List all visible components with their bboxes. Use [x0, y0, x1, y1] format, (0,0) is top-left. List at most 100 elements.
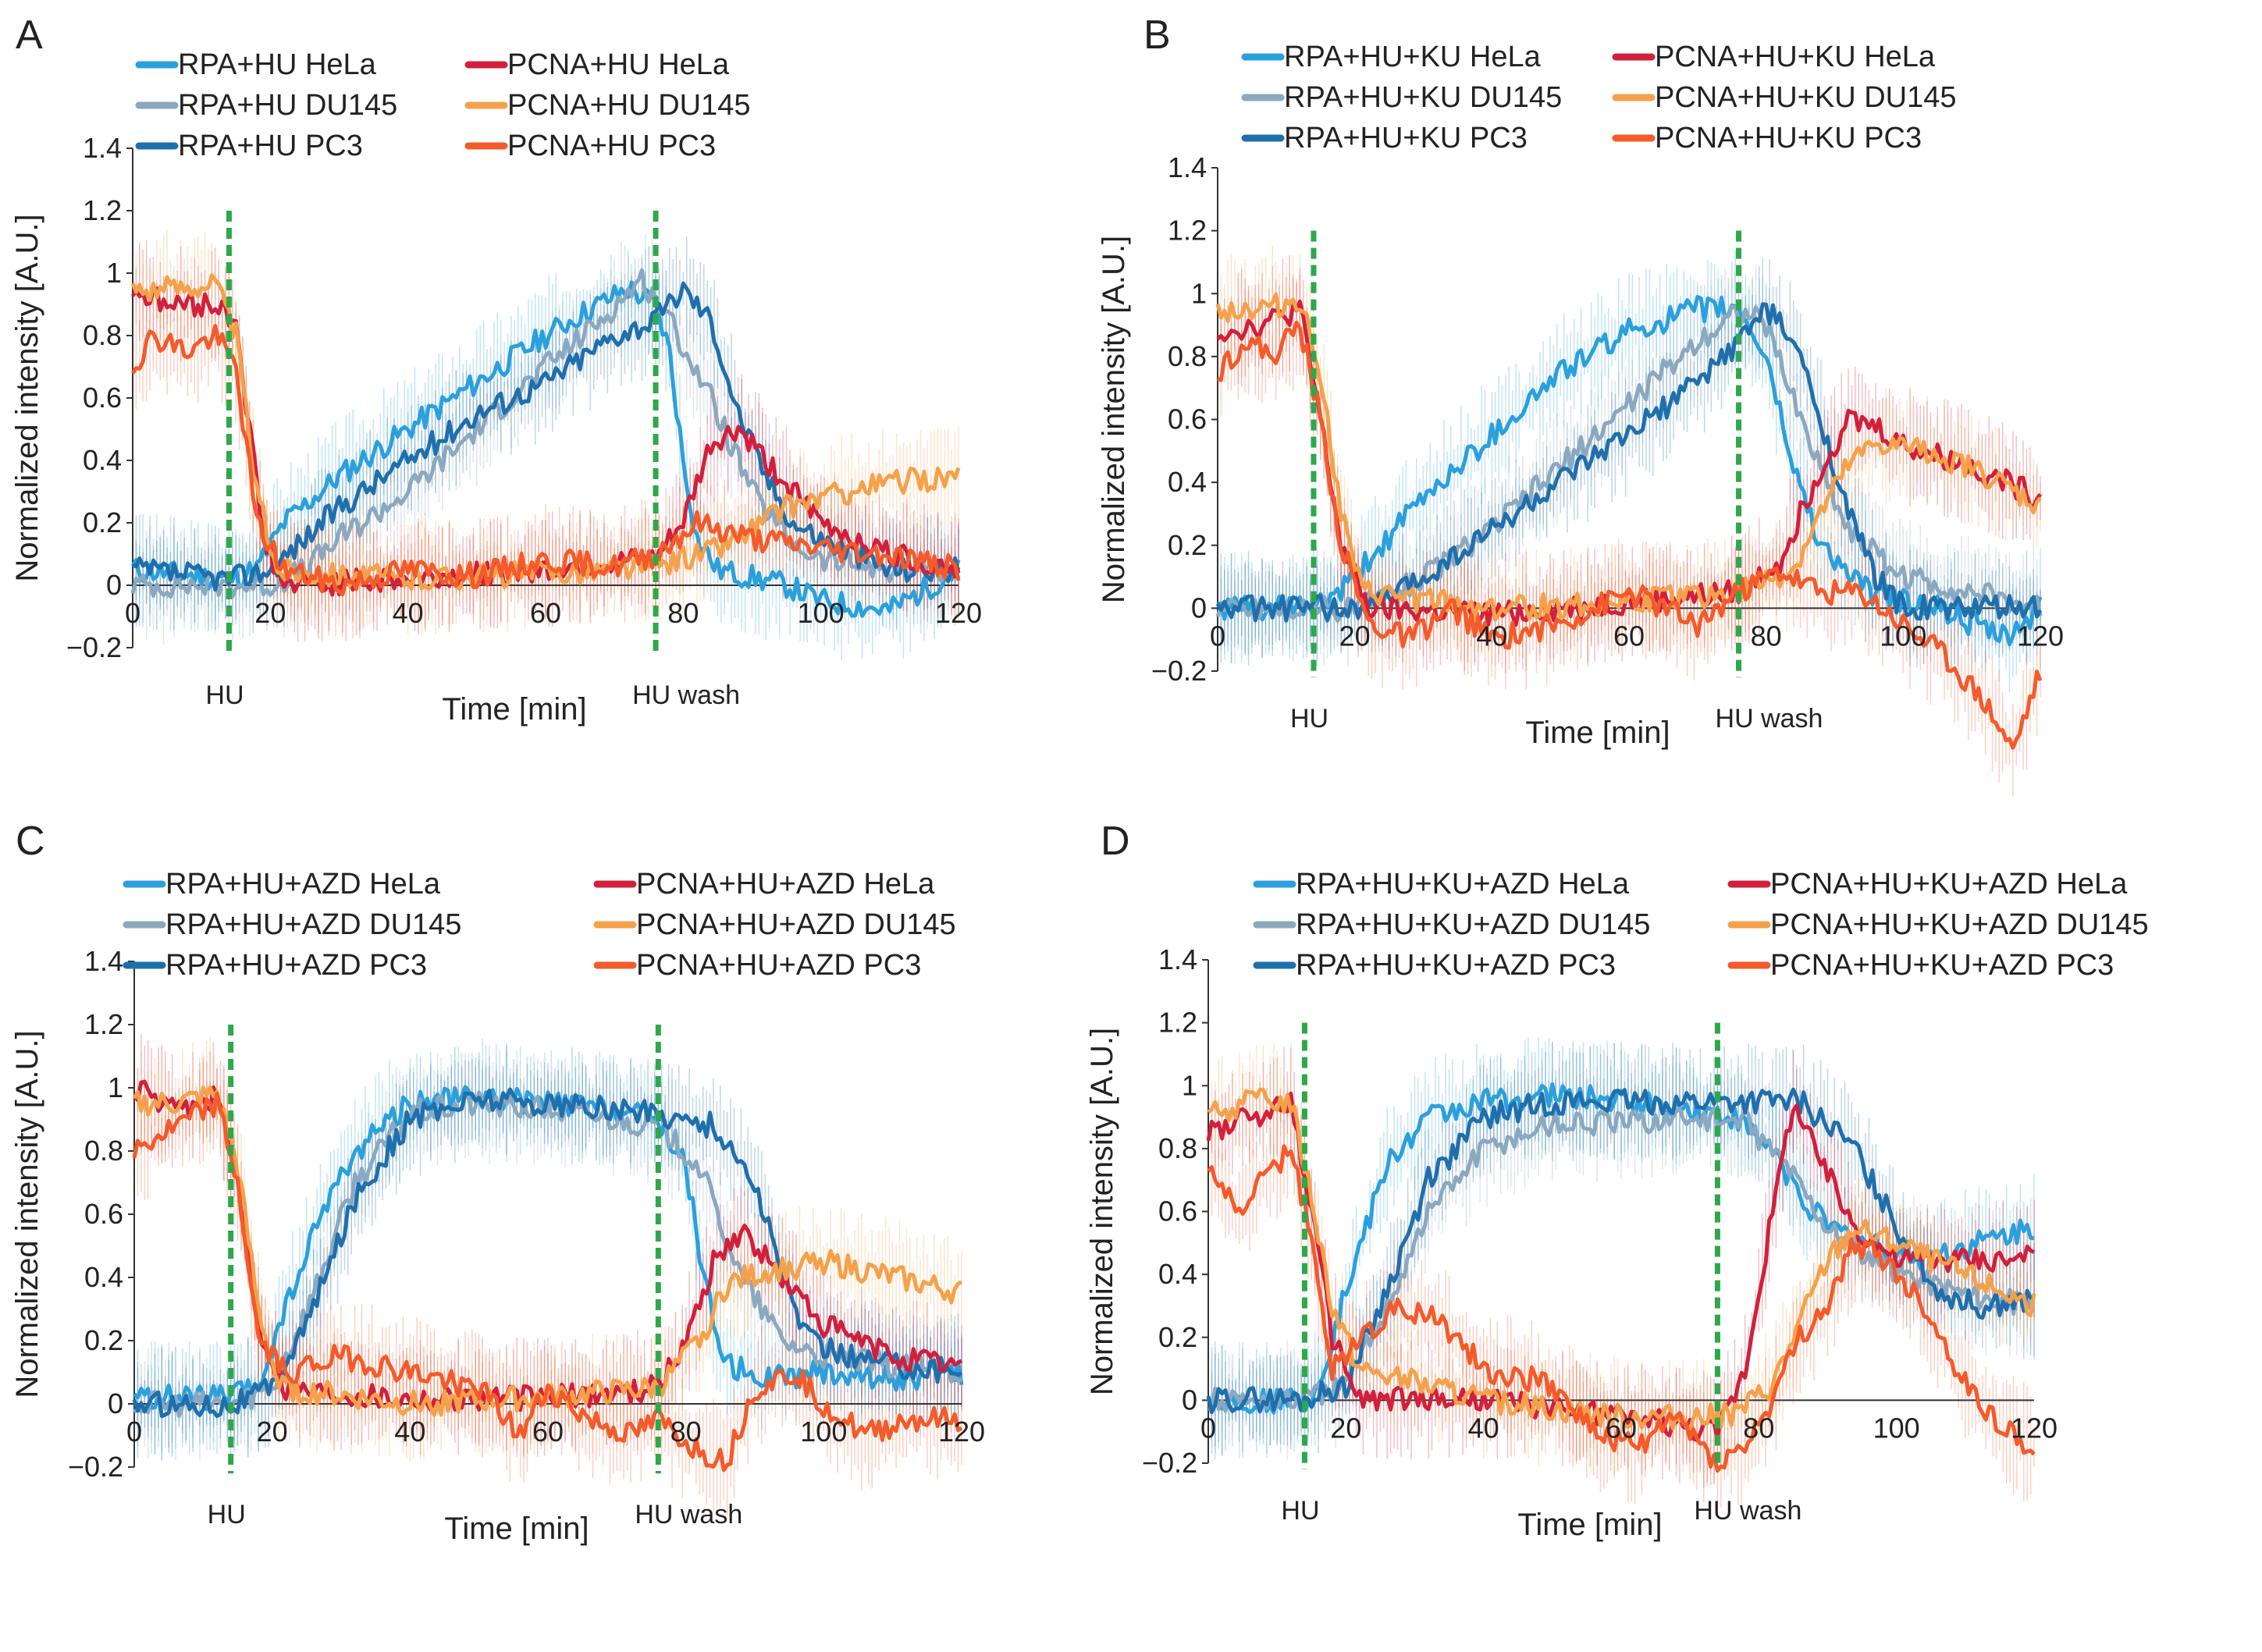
y-tick-label: −0.2	[1142, 1447, 1197, 1479]
y-tick-label: 1	[106, 257, 122, 289]
panel-letter: C	[16, 819, 45, 864]
y-tick-label: 0.8	[1158, 1132, 1197, 1164]
y-tick-label: 1	[1191, 277, 1207, 309]
legend-entry: RPA+HU+AZD DU145	[165, 908, 461, 941]
x-tick-label: 60	[1613, 620, 1645, 652]
y-tick-label: 0	[1182, 1384, 1197, 1416]
y-tick-label: 0	[108, 1387, 123, 1419]
y-axis-label: Normalized intensity [A.U.]	[10, 1030, 44, 1398]
legend-entry: RPA+HU DU145	[178, 89, 397, 122]
y-axis-label: Normalized intensity [A.U.]	[10, 214, 44, 581]
y-tick-label: 0.4	[1158, 1258, 1197, 1290]
y-tick-label: 0.8	[84, 1135, 123, 1167]
y-tick-label: 0	[1191, 592, 1207, 623]
y-tick-label: 0	[106, 569, 122, 601]
y-tick-label: 1.4	[1158, 943, 1197, 975]
y-tick-label: 1.2	[1158, 1007, 1197, 1039]
x-tick-label: 40	[1476, 620, 1507, 652]
y-tick-label: −0.2	[1151, 655, 1207, 687]
y-tick-label: 0.6	[84, 1198, 123, 1230]
series-line	[1217, 320, 2043, 750]
y-tick-label: 0.8	[83, 319, 122, 351]
legend-entry: RPA+HU+KU HeLa	[1284, 41, 1542, 73]
y-tick-label: 0.6	[1168, 403, 1207, 435]
series-line	[130, 273, 961, 592]
y-tick-label: 0.2	[84, 1324, 123, 1356]
y-tick-label: 1	[1182, 1069, 1197, 1101]
y-tick-label: 1.2	[83, 194, 122, 226]
series-line	[132, 1092, 963, 1473]
y-tick-label: 0.4	[83, 444, 122, 476]
legend-entry: PCNA+HU PC3	[507, 130, 716, 162]
y-tick-label: 0.2	[1158, 1321, 1197, 1353]
series-line	[1215, 304, 2043, 623]
x-tick-label: 100	[798, 597, 845, 629]
legend-entry: PCNA+HU DU145	[507, 89, 751, 122]
y-tick-label: 0.4	[84, 1261, 123, 1293]
hu-marker-label: HU	[1290, 704, 1328, 734]
panel-letter: B	[1143, 12, 1171, 58]
x-tick-label: 60	[532, 1416, 564, 1448]
y-tick-label: −0.2	[68, 1451, 123, 1483]
x-tick-label: 100	[1880, 620, 1926, 652]
x-axis-label: Time [min]	[442, 692, 586, 727]
y-axis-label: Normalized intensity [A.U.]	[1085, 1028, 1119, 1395]
panel-letter: D	[1101, 819, 1130, 864]
legend-entry: PCNA+HU+KU HeLa	[1655, 41, 1936, 73]
y-tick-label: −0.2	[66, 631, 122, 663]
y-tick-label: 1.4	[83, 132, 122, 164]
series-error-bars	[1220, 246, 2041, 667]
x-tick-label: 80	[1751, 620, 1782, 652]
y-tick-label: 0.8	[1168, 340, 1207, 372]
series-line	[130, 324, 961, 597]
legend-entry: PCNA+HU+KU DU145	[1655, 81, 1956, 114]
y-tick-label: 0.2	[1168, 529, 1207, 561]
series-line	[130, 268, 961, 599]
panel-letter: A	[16, 12, 43, 58]
hu-wash-marker-label: HU wash	[635, 1500, 742, 1529]
y-tick-label: 0.4	[1168, 466, 1207, 498]
hu-wash-marker-label: HU wash	[1716, 704, 1823, 734]
legend-entry: RPA+HU+KU PC3	[1284, 122, 1528, 155]
y-tick-label: 1.4	[1168, 151, 1207, 183]
legend-entry: PCNA+HU+AZD PC3	[636, 949, 921, 982]
series-line	[1215, 292, 2042, 622]
x-tick-label: 100	[800, 1416, 847, 1448]
x-tick-label: 20	[257, 1416, 288, 1448]
x-tick-label: 40	[394, 1416, 425, 1448]
legend-entry: RPA+HU+AZD PC3	[165, 949, 427, 982]
legend-entry: RPA+HU+KU DU145	[1284, 81, 1562, 114]
x-tick-label: 80	[667, 597, 699, 629]
legend-entry: PCNA+HU+KU PC3	[1655, 122, 1922, 155]
panel-d: D −0.2 0 0.2 0.4 0.6 0.8 1 1.2 1.4 Normalized inte…	[1085, 819, 2149, 1542]
hu-marker-label: HU	[208, 1500, 246, 1529]
x-tick-label: 20	[1339, 620, 1371, 652]
x-tick-label: 80	[670, 1416, 702, 1448]
x-axis-label: Time [min]	[1525, 716, 1670, 750]
y-tick-label: 1.2	[1168, 215, 1207, 247]
series-line	[1215, 302, 2043, 623]
x-tick-label: 120	[2017, 620, 2064, 652]
hu-marker-label: HU	[205, 680, 244, 710]
legend-entry: RPA+HU HeLa	[178, 48, 377, 81]
legend-entry: PCNA+HU+AZD DU145	[636, 908, 956, 941]
y-tick-label: 0.6	[83, 382, 122, 414]
series-line	[131, 281, 961, 592]
y-tick-label: 1.2	[84, 1008, 123, 1040]
panel-a: A −0.2 0 0.2 0.4 0.6 0.8 1 1.2 1.4 Normalized inte…	[10, 12, 982, 727]
y-tick-label: 1	[108, 1071, 123, 1103]
y-tick-label: 0.2	[83, 506, 122, 538]
x-tick-label: 60	[530, 597, 561, 629]
x-tick-label: 0	[126, 1416, 142, 1448]
x-tick-label: 0	[1210, 620, 1225, 652]
x-tick-label: 120	[935, 597, 982, 629]
y-axis-label: Normalized intensity [A.U.]	[1097, 236, 1131, 603]
legend-entry: PCNA+HU+AZD HeLa	[636, 868, 935, 901]
legend-entry: RPA+HU PC3	[178, 130, 363, 162]
legend-entry: PCNA+HU HeLa	[507, 48, 730, 81]
y-tick-label: 0.6	[1158, 1195, 1197, 1227]
y-tick-label: 1.4	[84, 945, 123, 977]
hu-wash-marker-label: HU wash	[632, 680, 740, 710]
